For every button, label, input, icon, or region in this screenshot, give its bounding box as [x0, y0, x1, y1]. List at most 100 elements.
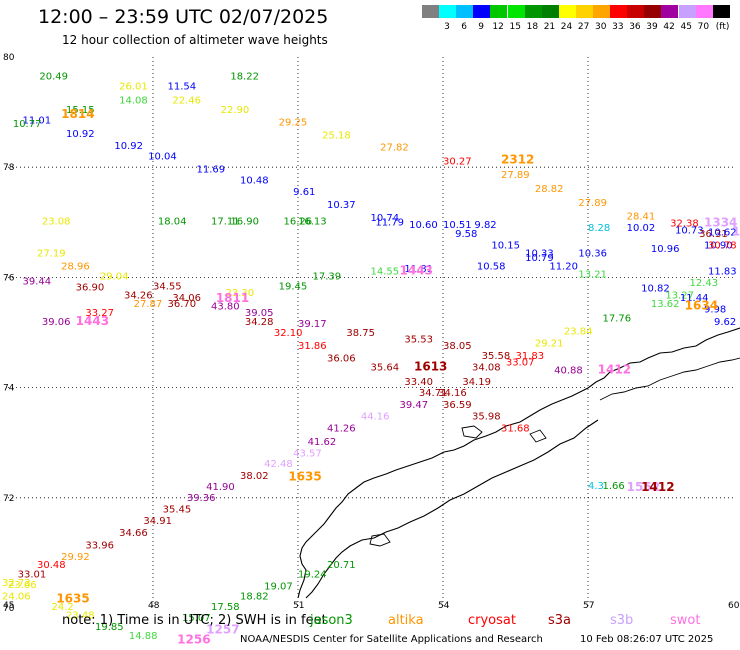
wave-height-value: 23.30 — [226, 288, 255, 299]
satellite-jason3: jason3 — [310, 613, 353, 628]
wave-height-value: 28.82 — [535, 184, 564, 195]
wave-height-value: 31.68 — [501, 424, 530, 435]
wave-height-value: 14.08 — [119, 95, 148, 106]
wave-height-value: 40.88 — [554, 365, 583, 376]
legend-swatch — [422, 5, 439, 18]
south-island-coastline — [305, 419, 599, 599]
wave-height-value: 34.71 — [419, 388, 448, 399]
pass-time-label: 1613 — [414, 360, 447, 374]
wave-height-value: 34.55 — [153, 282, 182, 293]
legend-swatch — [490, 5, 508, 18]
wave-height-value: 9.98 — [704, 305, 726, 316]
wave-height-value: 32.38 — [670, 219, 699, 230]
wave-height-value: 34.19 — [462, 377, 491, 388]
wave-height-value: 16.90 — [230, 217, 259, 228]
pass-time-label: 1635 — [56, 591, 89, 605]
legend-label: 18 — [526, 22, 539, 32]
wave-height-value: 29.04 — [100, 272, 129, 283]
wave-height-value: 41.62 — [308, 437, 337, 448]
wave-height-value: 10.90 — [704, 241, 733, 252]
wave-height-value: 36.90 — [76, 283, 105, 294]
wave-height-value: 30.27 — [443, 156, 472, 167]
wave-height-value: 10.15 — [491, 241, 520, 252]
wave-height-value: 11.01 — [23, 116, 52, 127]
wave-height-value: 29.21 — [535, 338, 564, 349]
wave-height-value: 23.66 — [8, 580, 37, 591]
wave-height-value: 11.69 — [197, 165, 226, 176]
wave-height-value: 10.02 — [627, 223, 656, 234]
wave-height-value: 23.08 — [42, 217, 71, 228]
wave-height-value: 42.48 — [264, 459, 293, 470]
island-coastline-c — [529, 429, 547, 443]
pass-time-label: 1634 — [685, 298, 718, 312]
wave-height-value: 22.46 — [172, 95, 201, 106]
wave-height-value: 38.75 — [346, 328, 375, 339]
wave-height-value: 17.11 — [211, 217, 240, 228]
wave-height-value: 9.62 — [714, 317, 736, 328]
wave-height-value: 27.89 — [501, 170, 530, 181]
wave-height-value: 41.90 — [206, 482, 235, 493]
wave-height-value: 34.66 — [119, 528, 148, 539]
legend-label: 24 — [560, 22, 573, 32]
wave-height-value: 41.26 — [327, 424, 356, 435]
satellite-s3b: s3b — [610, 613, 634, 628]
pass-time-label: 1635 — [288, 470, 321, 484]
pass-time-label: 1412 — [598, 362, 631, 376]
legend-label: 3 — [444, 22, 450, 32]
footer-note: note: 1) Time is in UTC; 2) SWH is in fe… — [62, 613, 327, 628]
legend-swatch — [524, 5, 542, 18]
lon-tick-label: 45 — [3, 601, 14, 611]
wave-height-value: 39.36 — [187, 493, 216, 504]
lat-tick-label: 78 — [3, 163, 15, 173]
wave-height-value: 34.26 — [124, 290, 153, 301]
wave-height-readings: 20.49 18.22 26.01 11.54 14.08 22.46 15.15 22.90… — [2, 72, 737, 642]
wave-height-value: 11.54 — [168, 82, 197, 93]
legend-swatch — [712, 5, 730, 18]
legend-label: 27 — [577, 22, 590, 32]
map-subtitle: 12 hour collection of altimeter wave hei… — [62, 33, 328, 47]
legend-swatch — [610, 5, 628, 18]
wave-height-value: 36.59 — [443, 400, 472, 411]
pass-time-label: 1552 — [627, 480, 660, 494]
wave-height-value: 34.91 — [143, 516, 172, 527]
wave-height-value: 32.10 — [274, 328, 303, 339]
pass-time-label: 1443 — [400, 264, 433, 278]
legend-swatch — [456, 5, 474, 18]
wave-height-value: 35.58 — [482, 351, 511, 362]
wave-height-value: 33.01 — [18, 570, 47, 581]
wave-height-value: 34.08 — [472, 363, 501, 374]
legend-label: 33 — [612, 22, 624, 32]
pass-time-label: 1256 — [177, 632, 210, 646]
map-title: 12:00 – 23:59 UTC 02/07/2025 — [38, 6, 329, 28]
pass-time-label: 1257 — [206, 622, 239, 636]
legend-swatch — [678, 5, 696, 18]
wave-height-value: 29.25 — [279, 117, 308, 128]
pass-time-label: 1412 — [641, 480, 674, 494]
wave-height-value: 23.84 — [564, 327, 593, 338]
wave-height-value: 10.48 — [240, 176, 269, 187]
wave-height-value: 27.19 — [37, 248, 66, 259]
legend-swatch — [473, 5, 491, 18]
lat-tick-label: 70 — [3, 604, 15, 614]
lon-tick-label: 48 — [148, 601, 160, 611]
satellite-s3a: s3a — [548, 613, 572, 628]
wave-height-value: 15.15 — [66, 105, 95, 116]
wave-height-value: 25.18 — [322, 131, 351, 142]
lat-tick-label: 80 — [3, 53, 15, 63]
wave-height-value: 43.57 — [293, 448, 322, 459]
pass-time-label: 1811 — [216, 291, 249, 305]
wave-height-value: 39.17 — [298, 319, 327, 330]
wave-height-value: 1.66 — [603, 481, 625, 492]
wave-height-value: 26.01 — [119, 82, 148, 93]
wave-height-value: 33.07 — [506, 358, 535, 369]
wave-height-value: 18.22 — [230, 72, 259, 83]
wave-height-value: 35.64 — [371, 363, 400, 374]
pass-time-label: 1814 — [61, 107, 94, 121]
wave-height-value: 11.79 — [375, 218, 404, 229]
wave-height-value: 35.98 — [472, 412, 501, 423]
wave-height-value: 38.05 — [443, 341, 472, 352]
wave-height-value: 17.76 — [603, 313, 632, 324]
legend-label: 70 — [697, 22, 710, 32]
